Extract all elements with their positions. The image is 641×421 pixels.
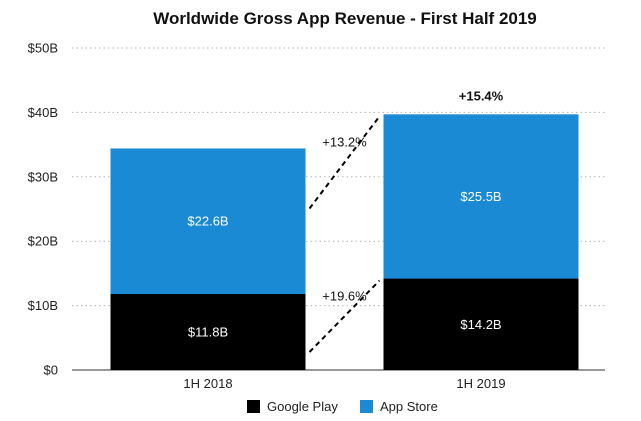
bar-app-store <box>383 114 579 279</box>
data-label: $25.5B <box>460 189 501 204</box>
y-axis: $0 $10B $20B $30B $40B $50B <box>28 41 58 378</box>
total-growth-label: +15.4% <box>459 88 504 103</box>
y-tick-label: $0 <box>44 363 58 378</box>
growth-connector <box>308 115 381 210</box>
legend-label: App Store <box>380 399 438 414</box>
data-label: $22.6B <box>187 214 228 229</box>
chart-title: Worldwide Gross App Revenue - First Half… <box>153 9 537 28</box>
y-tick-label: $20B <box>28 234 58 249</box>
bar-google-play <box>110 294 306 370</box>
growth-connectors: +19.6% +13.2% <box>308 115 381 353</box>
data-label: $14.2B <box>460 317 501 332</box>
legend-swatch <box>247 400 260 413</box>
growth-label: +19.6% <box>322 288 367 303</box>
growth-label: +13.2% <box>322 134 367 149</box>
x-axis: 1H 2018 1H 2019 <box>183 376 505 391</box>
legend-label: Google Play <box>267 399 338 414</box>
y-tick-label: $50B <box>28 41 58 56</box>
y-tick-label: $10B <box>28 298 58 313</box>
x-tick-label: 1H 2018 <box>183 376 232 391</box>
bar-google-play <box>383 278 579 370</box>
bar-app-store <box>110 148 306 295</box>
y-tick-label: $30B <box>28 169 58 184</box>
legend-swatch <box>360 400 373 413</box>
y-tick-label: $40B <box>28 105 58 120</box>
legend: Google Play App Store <box>247 399 438 414</box>
bars: $11.8B $22.6B $14.2B $25.5B +15.4% <box>110 88 579 370</box>
data-label: $11.8B <box>188 325 228 340</box>
growth-connector <box>308 279 381 353</box>
x-tick-label: 1H 2019 <box>456 376 505 391</box>
